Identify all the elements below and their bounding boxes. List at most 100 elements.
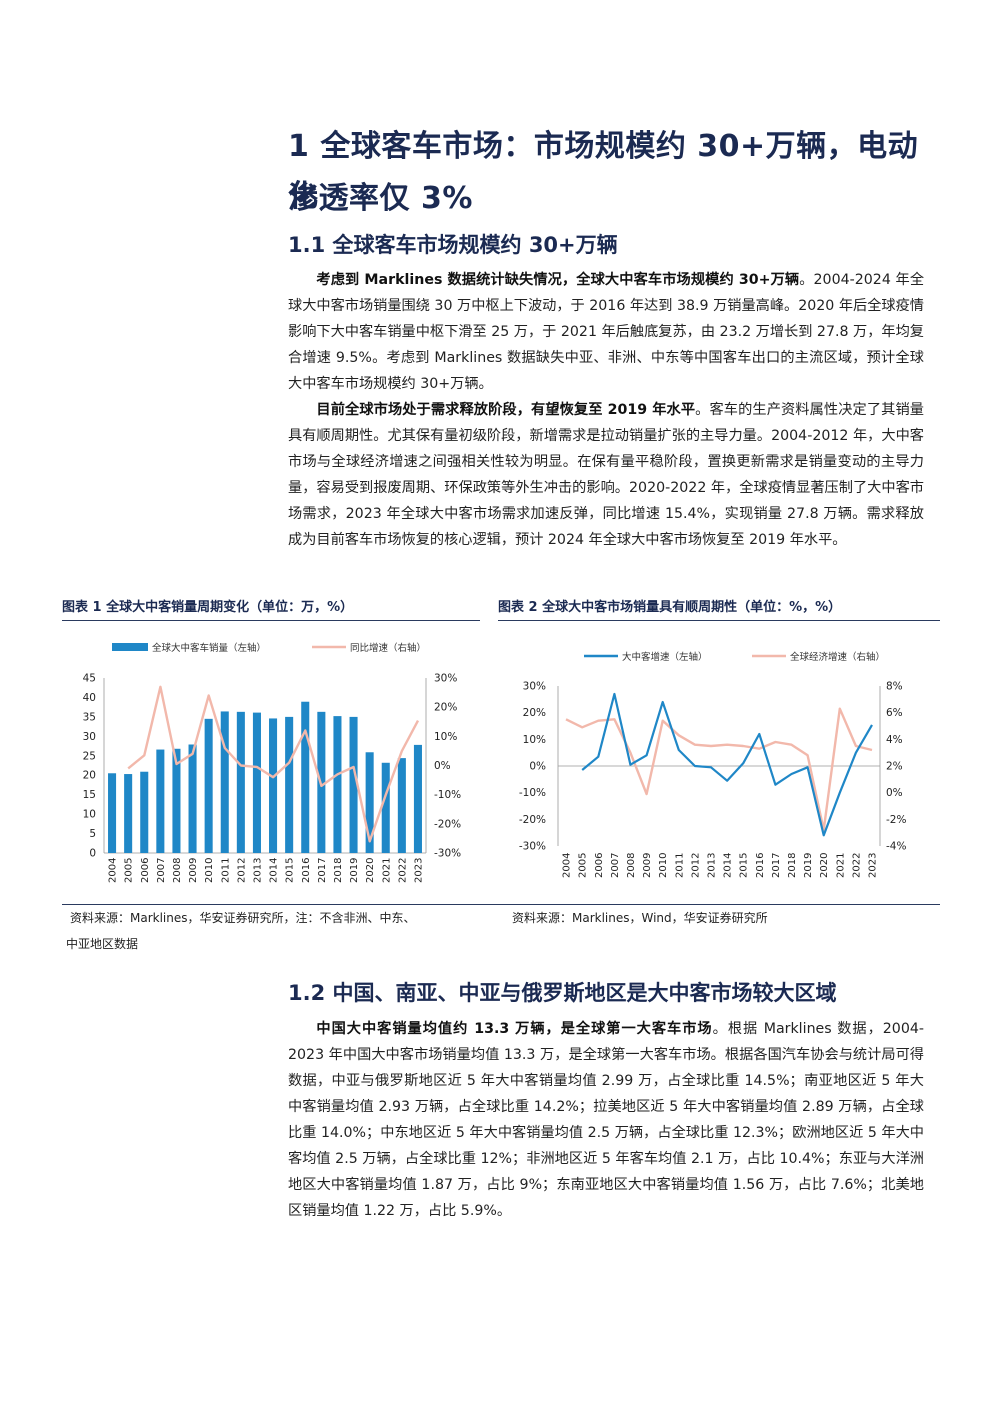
figure-1-source-line2: 中亚地区数据 (66, 937, 139, 951)
y-right-tick-label: 6% (886, 707, 903, 719)
y-left-tick-label: -10% (519, 787, 546, 799)
legend-label-growth: 同比增速（右轴） (350, 642, 426, 654)
section-1-2-paragraph-body: 。根据 Marklines 数据，2004-2023 年中国大中客市场销量均值 … (288, 1021, 924, 1219)
x-tick-label: 2008 (626, 853, 637, 878)
section-1-heading-line1: 1 全球客车市场：市场规模约 30+万辆，电动化 (288, 129, 919, 214)
bar-2019 (349, 716, 358, 853)
x-tick-label: 2008 (172, 858, 183, 883)
x-tick-label: 2016 (301, 858, 312, 883)
x-tick-label: 2023 (867, 853, 878, 878)
y-right-tick-label: 4% (886, 734, 903, 746)
section-1-2-paragraph-1: 中国大中客销量均值约 13.3 万辆，是全球第一大客车市场。根据 Marklin… (288, 1016, 924, 1224)
y-left-tick-label: -20% (519, 814, 546, 826)
y-right-tick-label: -30% (434, 848, 461, 860)
section-1-1-paragraph-2: 目前全球市场处于需求释放阶段，有望恢复至 2019 年水平。客车的生产资料属性决… (288, 397, 924, 553)
bar-2021 (381, 762, 390, 853)
bar-2023 (413, 744, 422, 853)
legend-label-bus-growth: 大中客增速（左轴） (622, 651, 708, 663)
x-tick-label: 2012 (236, 858, 247, 883)
x-tick-label: 2017 (771, 853, 782, 878)
y-left-tick-label: 45 (83, 673, 96, 685)
x-tick-label: 2018 (333, 858, 344, 883)
x-tick-label: 2018 (787, 853, 798, 878)
y-left-tick-label: 10 (83, 809, 96, 821)
y-left-tick-label: 20 (83, 770, 96, 782)
bar-2015 (285, 716, 294, 853)
y-left-tick-label: 25 (83, 750, 96, 762)
x-tick-label: 2010 (658, 853, 669, 878)
paragraph-1-body: 。2004-2024 年全球大中客市场销量围绕 30 万中枢上下波动，于 201… (288, 272, 925, 392)
paragraph-2-body: 。客车的生产资料属性决定了其销量具有顺周期性。尤其保有量初级阶段，新增需求是拉动… (288, 402, 924, 548)
y-left-tick-label: 35 (83, 711, 96, 723)
chart-2-growth-cycle: 大中客增速（左轴） 全球经济增速（右轴） -30% -20% -10% 0% 10% 20% 3… (519, 651, 907, 878)
y-right-tick-label: 20% (434, 702, 457, 714)
x-tick-label: 2009 (642, 853, 653, 878)
y-left-tick-label: 30% (523, 681, 546, 693)
growth-line (127, 685, 420, 843)
bar-2010 (204, 718, 213, 853)
bar-2009 (188, 744, 197, 853)
y-left-tick-label: -30% (519, 841, 546, 853)
x-tick-label: 2005 (578, 853, 589, 878)
x-tick-label: 2015 (739, 853, 750, 878)
y-right-tick-label: 2% (886, 761, 903, 773)
legend-swatch-sales (112, 643, 148, 651)
x-tick-label: 2022 (851, 853, 862, 878)
y-right-tick-label: -4% (886, 841, 906, 853)
figures-bottom-rule (62, 904, 940, 905)
x-tick-label: 2021 (381, 858, 392, 883)
y-left-tick-label: 15 (83, 789, 96, 801)
figure-2-source-line1: 资料来源：Marklines，Wind，华安证券研究所 (512, 911, 768, 925)
x-tick-label: 2009 (188, 858, 199, 883)
y-right-tick-label: -2% (886, 814, 906, 826)
y-left-tick-label: 30 (83, 731, 96, 743)
x-tick-label: 2017 (317, 858, 328, 883)
x-tick-label: 2007 (610, 853, 621, 878)
x-tick-label: 2007 (156, 858, 167, 883)
x-tick-label: 2012 (690, 853, 701, 878)
bar-2005 (124, 774, 133, 853)
section-1-1-heading: 1.1 全球客车市场规模约 30+万辆 (288, 233, 618, 257)
y-left-tick-label: 0% (529, 761, 546, 773)
y-right-tick-label: 30% (434, 673, 457, 685)
figure-2-title: 图表 2 全球大中客市场销量具有顺周期性（单位：%，%） (498, 600, 842, 615)
section-1-heading-line2: 渗透率仅 3% (288, 181, 473, 216)
paragraph-1-lead: 考虑到 Marklines 数据统计缺失情况，全球大中客车市场规模约 30+万辆 (316, 272, 800, 288)
x-tick-label: 2023 (413, 858, 424, 883)
x-tick-label: 2016 (755, 853, 766, 878)
paragraph-2-lead: 目前全球市场处于需求释放阶段，有望恢复至 2019 年水平 (316, 402, 696, 418)
y-left-tick-label: 5 (89, 828, 96, 840)
y-right-tick-label: -10% (434, 789, 461, 801)
figure-1-title: 图表 1 全球大中客销量周期变化（单位：万，%） (62, 600, 354, 615)
x-tick-label: 2019 (349, 858, 360, 883)
bus-growth-line (581, 692, 873, 837)
chart-1-global-sales: 全球大中客车销量（左轴） 同比增速（右轴） 0 5 10 15 20 25 30 35 40 45 -3… (83, 642, 462, 883)
figure-1-source-line1: 资料来源：Marklines，华安证券研究所，注：不含非洲、中东、 (70, 911, 416, 925)
x-tick-label: 2011 (674, 853, 685, 878)
legend-label-gdp-growth: 全球经济增速（右轴） (790, 651, 885, 663)
x-tick-label: 2020 (365, 858, 376, 883)
section-1-2-heading: 1.2 中国、南亚、中亚与俄罗斯地区是大中客市场较大区域 (288, 981, 837, 1005)
y-right-tick-label: 0% (434, 760, 451, 772)
x-tick-label: 2014 (269, 858, 280, 883)
x-tick-label: 2006 (140, 858, 151, 883)
bar-2016 (301, 701, 310, 853)
y-right-tick-label: -20% (434, 818, 461, 830)
x-tick-label: 2013 (706, 853, 717, 878)
y-right-tick-label: 10% (434, 731, 457, 743)
bar-2007 (156, 749, 165, 853)
y-right-tick-label: 0% (886, 787, 903, 799)
x-tick-label: 2006 (594, 853, 605, 878)
x-tick-label: 2004 (108, 858, 119, 883)
x-tick-label: 2021 (835, 853, 846, 878)
x-tick-label: 2022 (397, 858, 408, 883)
bar-2011 (220, 711, 229, 853)
x-tick-label: 2020 (819, 853, 830, 878)
bar-2004 (108, 773, 117, 853)
y-left-tick-label: 20% (523, 707, 546, 719)
y-left-tick-label: 0 (89, 848, 96, 860)
bar-2022 (397, 758, 406, 853)
y-left-tick-label: 10% (523, 734, 546, 746)
section-1-2-paragraph-lead: 中国大中客销量均值约 13.3 万辆，是全球第一大客车市场 (316, 1021, 713, 1037)
figure-1-top-rule (62, 620, 480, 621)
